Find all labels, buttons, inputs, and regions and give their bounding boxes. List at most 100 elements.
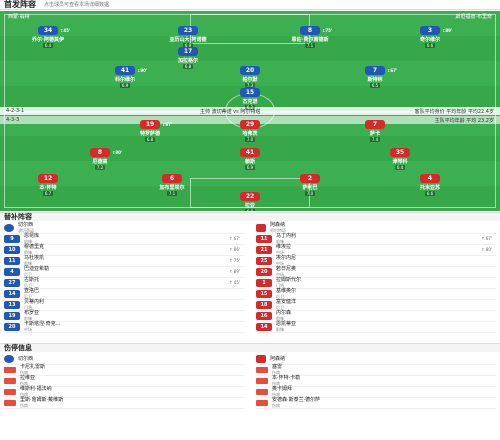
- substitution-icon: ↑ 45': [229, 280, 240, 285]
- player-rating: 7.4: [369, 137, 381, 142]
- sub-player-position: 中场: [276, 260, 284, 266]
- away-sub-row[interactable]: 16 内尔森 前锋: [256, 310, 496, 322]
- pitch-stripe: [0, 161, 500, 186]
- sub-player-name: 恩昆库: [24, 232, 40, 239]
- home-player[interactable]: 17 加拉格尔 6.8: [158, 47, 218, 70]
- injury-icon: [4, 367, 16, 373]
- player-name: 本·怀特: [39, 185, 57, 191]
- player-rating: 7.1: [166, 191, 178, 196]
- away-player[interactable]: 19 ↕67' 特罗萨德 6.8: [120, 120, 180, 143]
- away-player[interactable]: 4 托米亚苏 6.6: [400, 174, 460, 197]
- away-jersey-icon: 8 ↕80': [90, 148, 122, 157]
- home-sub-row[interactable]: 9 恩昆库 前锋 ↑ 67': [4, 232, 244, 245]
- home-jersey-icon: 7 ↕67': [365, 66, 397, 75]
- home-sub-row[interactable]: 4 巴迪亚希勒 后卫 ↑ 89': [4, 266, 244, 278]
- injured-player: 维斯利·福法纳 伤病: [20, 386, 52, 398]
- away-sub-row[interactable]: 18 富安健洋 后卫: [256, 299, 496, 311]
- sub-player-position: 后卫: [24, 282, 32, 288]
- injury-icon: [256, 389, 268, 395]
- away-jersey-icon: 2: [300, 174, 320, 183]
- home-player[interactable]: 8 ↕75' 恩佐·费尔南德斯 7.1: [280, 26, 340, 49]
- player-rating: 6.6: [424, 191, 436, 196]
- home-player[interactable]: 34 ↕45' 乔尔·阿德莫伊 6.4: [18, 26, 78, 49]
- jersey-number: 10: [4, 246, 20, 254]
- sub-player-name: 贝蒂内利: [24, 298, 45, 305]
- sub-player-name: 马杜埃凯: [24, 254, 45, 261]
- substitution-icon: ↑ 67': [481, 236, 492, 241]
- player-name: 亚历山大·阿诺德: [169, 37, 207, 43]
- home-jersey-icon: 17: [178, 47, 198, 56]
- away-sub-row[interactable]: 21 维埃拉 中场 ↑ 80': [256, 244, 496, 256]
- jersey-number: 27: [4, 279, 20, 287]
- away-sub-row[interactable]: 1 拉姆斯代尔 门将: [256, 277, 496, 289]
- lineup-subtitle: 点击球员可查看本场详细数据: [44, 2, 110, 8]
- home-jersey-icon: 23: [178, 26, 198, 35]
- away-sub-row[interactable]: 15 基维奥尔 后卫: [256, 287, 496, 300]
- sub-player-position: 前锋: [276, 326, 284, 332]
- home-player[interactable]: 23 亚历山大·阿诺德 6.9: [158, 26, 218, 49]
- home-player[interactable]: 15 杰克逊 6.2: [220, 88, 280, 111]
- away-player[interactable]: 22 拉亚6.9: [220, 192, 280, 211]
- away-sub-row[interactable]: 20 若日尼奥 中场: [256, 266, 496, 278]
- home-player[interactable]: 41 ↕90' 科尔维尔 6.9: [95, 66, 155, 89]
- player-name: 杰克逊: [242, 99, 258, 105]
- sub-player: 马丁内利 前锋: [276, 233, 296, 245]
- home-subs-team[interactable]: 切尔西 波切蒂诺: [4, 221, 244, 234]
- away-venue: 斯坦福德·布里奇: [455, 14, 492, 20]
- player-rating: 6.5: [369, 83, 381, 88]
- jersey-number: 11: [256, 235, 272, 243]
- sub-player-position: 门将: [276, 282, 284, 288]
- home-sub-row[interactable]: 19 布罗亚 前锋: [4, 310, 244, 322]
- sub-player: 恩昆库 前锋: [24, 232, 40, 245]
- home-sub-row[interactable]: 13 贝蒂内利 门将: [4, 298, 244, 311]
- home-sub-row[interactable]: 14 查洛巴 后卫: [4, 288, 244, 300]
- substitution-icon: ↑ 80': [481, 247, 492, 252]
- away-player[interactable]: 29 哈弗茨 7.0: [220, 120, 280, 143]
- away-subs-team[interactable]: 阿森纳 阿尔特塔: [256, 222, 496, 234]
- sub-player-name: 穆德里克: [24, 243, 45, 250]
- substitution-icon: ↕90': [137, 68, 148, 73]
- arsenal-crest-icon: [256, 355, 266, 363]
- substitution-icon: ↕67': [387, 68, 398, 73]
- away-player[interactable]: 6 加布里埃尔 7.1: [142, 174, 202, 197]
- home-sub-row[interactable]: 10 穆德里克 前锋 ↑ 86': [4, 243, 244, 256]
- away-jersey-icon: 6: [162, 174, 182, 183]
- home-sub-row[interactable]: 27 古斯托 后卫 ↑ 45': [4, 276, 244, 289]
- away-player[interactable]: 35 津琴科 6.4: [370, 148, 430, 171]
- sub-player-position: 中场: [24, 326, 32, 332]
- substitution-icon: ↑ 75': [229, 258, 240, 263]
- home-player[interactable]: 3 ↕89' 奇尔维尔 6.6: [400, 26, 460, 49]
- home-formation: 4-2-3-1: [6, 108, 25, 114]
- away-formation-info: 客队平均身价 平均年龄 平均22.4岁: [414, 109, 494, 115]
- home-injury-row: 拉维亚 伤病: [4, 375, 244, 387]
- home-player[interactable]: 20 帕尔默 7.3: [220, 66, 280, 89]
- player-name: 奇尔维尔: [419, 37, 440, 43]
- away-player[interactable]: 8 ↕80' 厄德高 7.2: [70, 148, 130, 171]
- injured-player-name: 塞雷: [272, 363, 283, 370]
- sub-player-name: 古斯托: [24, 276, 40, 283]
- home-coach: 波切蒂诺: [18, 227, 34, 233]
- away-sub-row[interactable]: 14 恩凯蒂亚 前锋: [256, 321, 496, 333]
- jersey-number: 11: [4, 257, 20, 265]
- home-sub-row[interactable]: 20 卡斯塔涅·奇克... 中场: [4, 320, 244, 333]
- away-player[interactable]: 2 萨利巴 7.0: [280, 174, 340, 197]
- injured-player: 安德森·斯泰兰·德尔萨 伤病: [272, 397, 320, 409]
- injured-player-name: 里斯·詹姆斯·戴维斯: [20, 396, 64, 403]
- player-rating: 6.4: [394, 165, 406, 170]
- jersey-number: 14: [4, 290, 20, 298]
- away-player[interactable]: 12 本·怀特 6.7: [18, 174, 78, 197]
- away-player[interactable]: 7 萨卡 7.4: [345, 120, 405, 143]
- away-sub-row[interactable]: 11 马丁内利 前锋 ↑ 67': [256, 233, 496, 245]
- home-sub-row[interactable]: 11 马杜埃凯 前锋 ↑ 75': [4, 254, 244, 267]
- home-player[interactable]: 7 ↕67' 斯特林 6.5: [345, 66, 405, 89]
- jersey-number: 18: [256, 301, 272, 309]
- away-sub-row[interactable]: 25 埃尔内尼 中场: [256, 255, 496, 267]
- player-rating: 6.9: [182, 43, 194, 48]
- sub-player-name: 基维奥尔: [276, 287, 297, 294]
- sub-player-name: 卡斯塔涅·奇克...: [24, 320, 61, 327]
- sub-player: 布罗亚 前锋: [24, 310, 39, 322]
- away-injury-row: 塞雷 伤病: [256, 363, 496, 376]
- injury-icon: [256, 400, 268, 406]
- away-player[interactable]: 41 赖斯 6.9: [220, 148, 280, 171]
- home-subs-team-name: 切尔西: [18, 221, 34, 228]
